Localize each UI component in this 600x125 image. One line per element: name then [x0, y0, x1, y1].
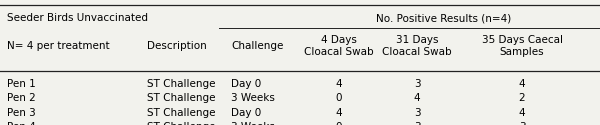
- Text: Pen 4: Pen 4: [7, 122, 36, 125]
- Text: Description: Description: [147, 41, 207, 51]
- Text: Pen 3: Pen 3: [7, 108, 36, 118]
- Text: ST Challenge: ST Challenge: [147, 122, 215, 125]
- Text: 31 Days
Cloacal Swab: 31 Days Cloacal Swab: [382, 36, 452, 57]
- Text: 4: 4: [335, 108, 343, 118]
- Text: 3: 3: [413, 108, 421, 118]
- Text: N= 4 per treatment: N= 4 per treatment: [7, 41, 110, 51]
- Text: 4: 4: [335, 79, 343, 89]
- Text: 3: 3: [518, 122, 526, 125]
- Text: Challenge: Challenge: [231, 41, 283, 51]
- Text: 4: 4: [413, 93, 421, 103]
- Text: ST Challenge: ST Challenge: [147, 93, 215, 103]
- Text: Seeder Birds Unvaccinated: Seeder Birds Unvaccinated: [7, 13, 148, 23]
- Text: Day 0: Day 0: [231, 108, 261, 118]
- Text: Pen 2: Pen 2: [7, 93, 36, 103]
- Text: 0: 0: [336, 122, 342, 125]
- Text: 4 Days
Cloacal Swab: 4 Days Cloacal Swab: [304, 36, 374, 57]
- Text: 35 Days Caecal
Samples: 35 Days Caecal Samples: [482, 36, 563, 57]
- Text: Pen 1: Pen 1: [7, 79, 36, 89]
- Text: No. Positive Results (n=4): No. Positive Results (n=4): [376, 13, 512, 23]
- Text: ST Challenge: ST Challenge: [147, 108, 215, 118]
- Text: ST Challenge: ST Challenge: [147, 79, 215, 89]
- Text: Day 0: Day 0: [231, 79, 261, 89]
- Text: 2: 2: [518, 93, 526, 103]
- Text: 4: 4: [518, 108, 526, 118]
- Text: 3 Weeks: 3 Weeks: [231, 93, 275, 103]
- Text: 3 Weeks: 3 Weeks: [231, 122, 275, 125]
- Text: 3: 3: [413, 79, 421, 89]
- Text: 4: 4: [518, 79, 526, 89]
- Text: 3: 3: [413, 122, 421, 125]
- Text: 0: 0: [336, 93, 342, 103]
